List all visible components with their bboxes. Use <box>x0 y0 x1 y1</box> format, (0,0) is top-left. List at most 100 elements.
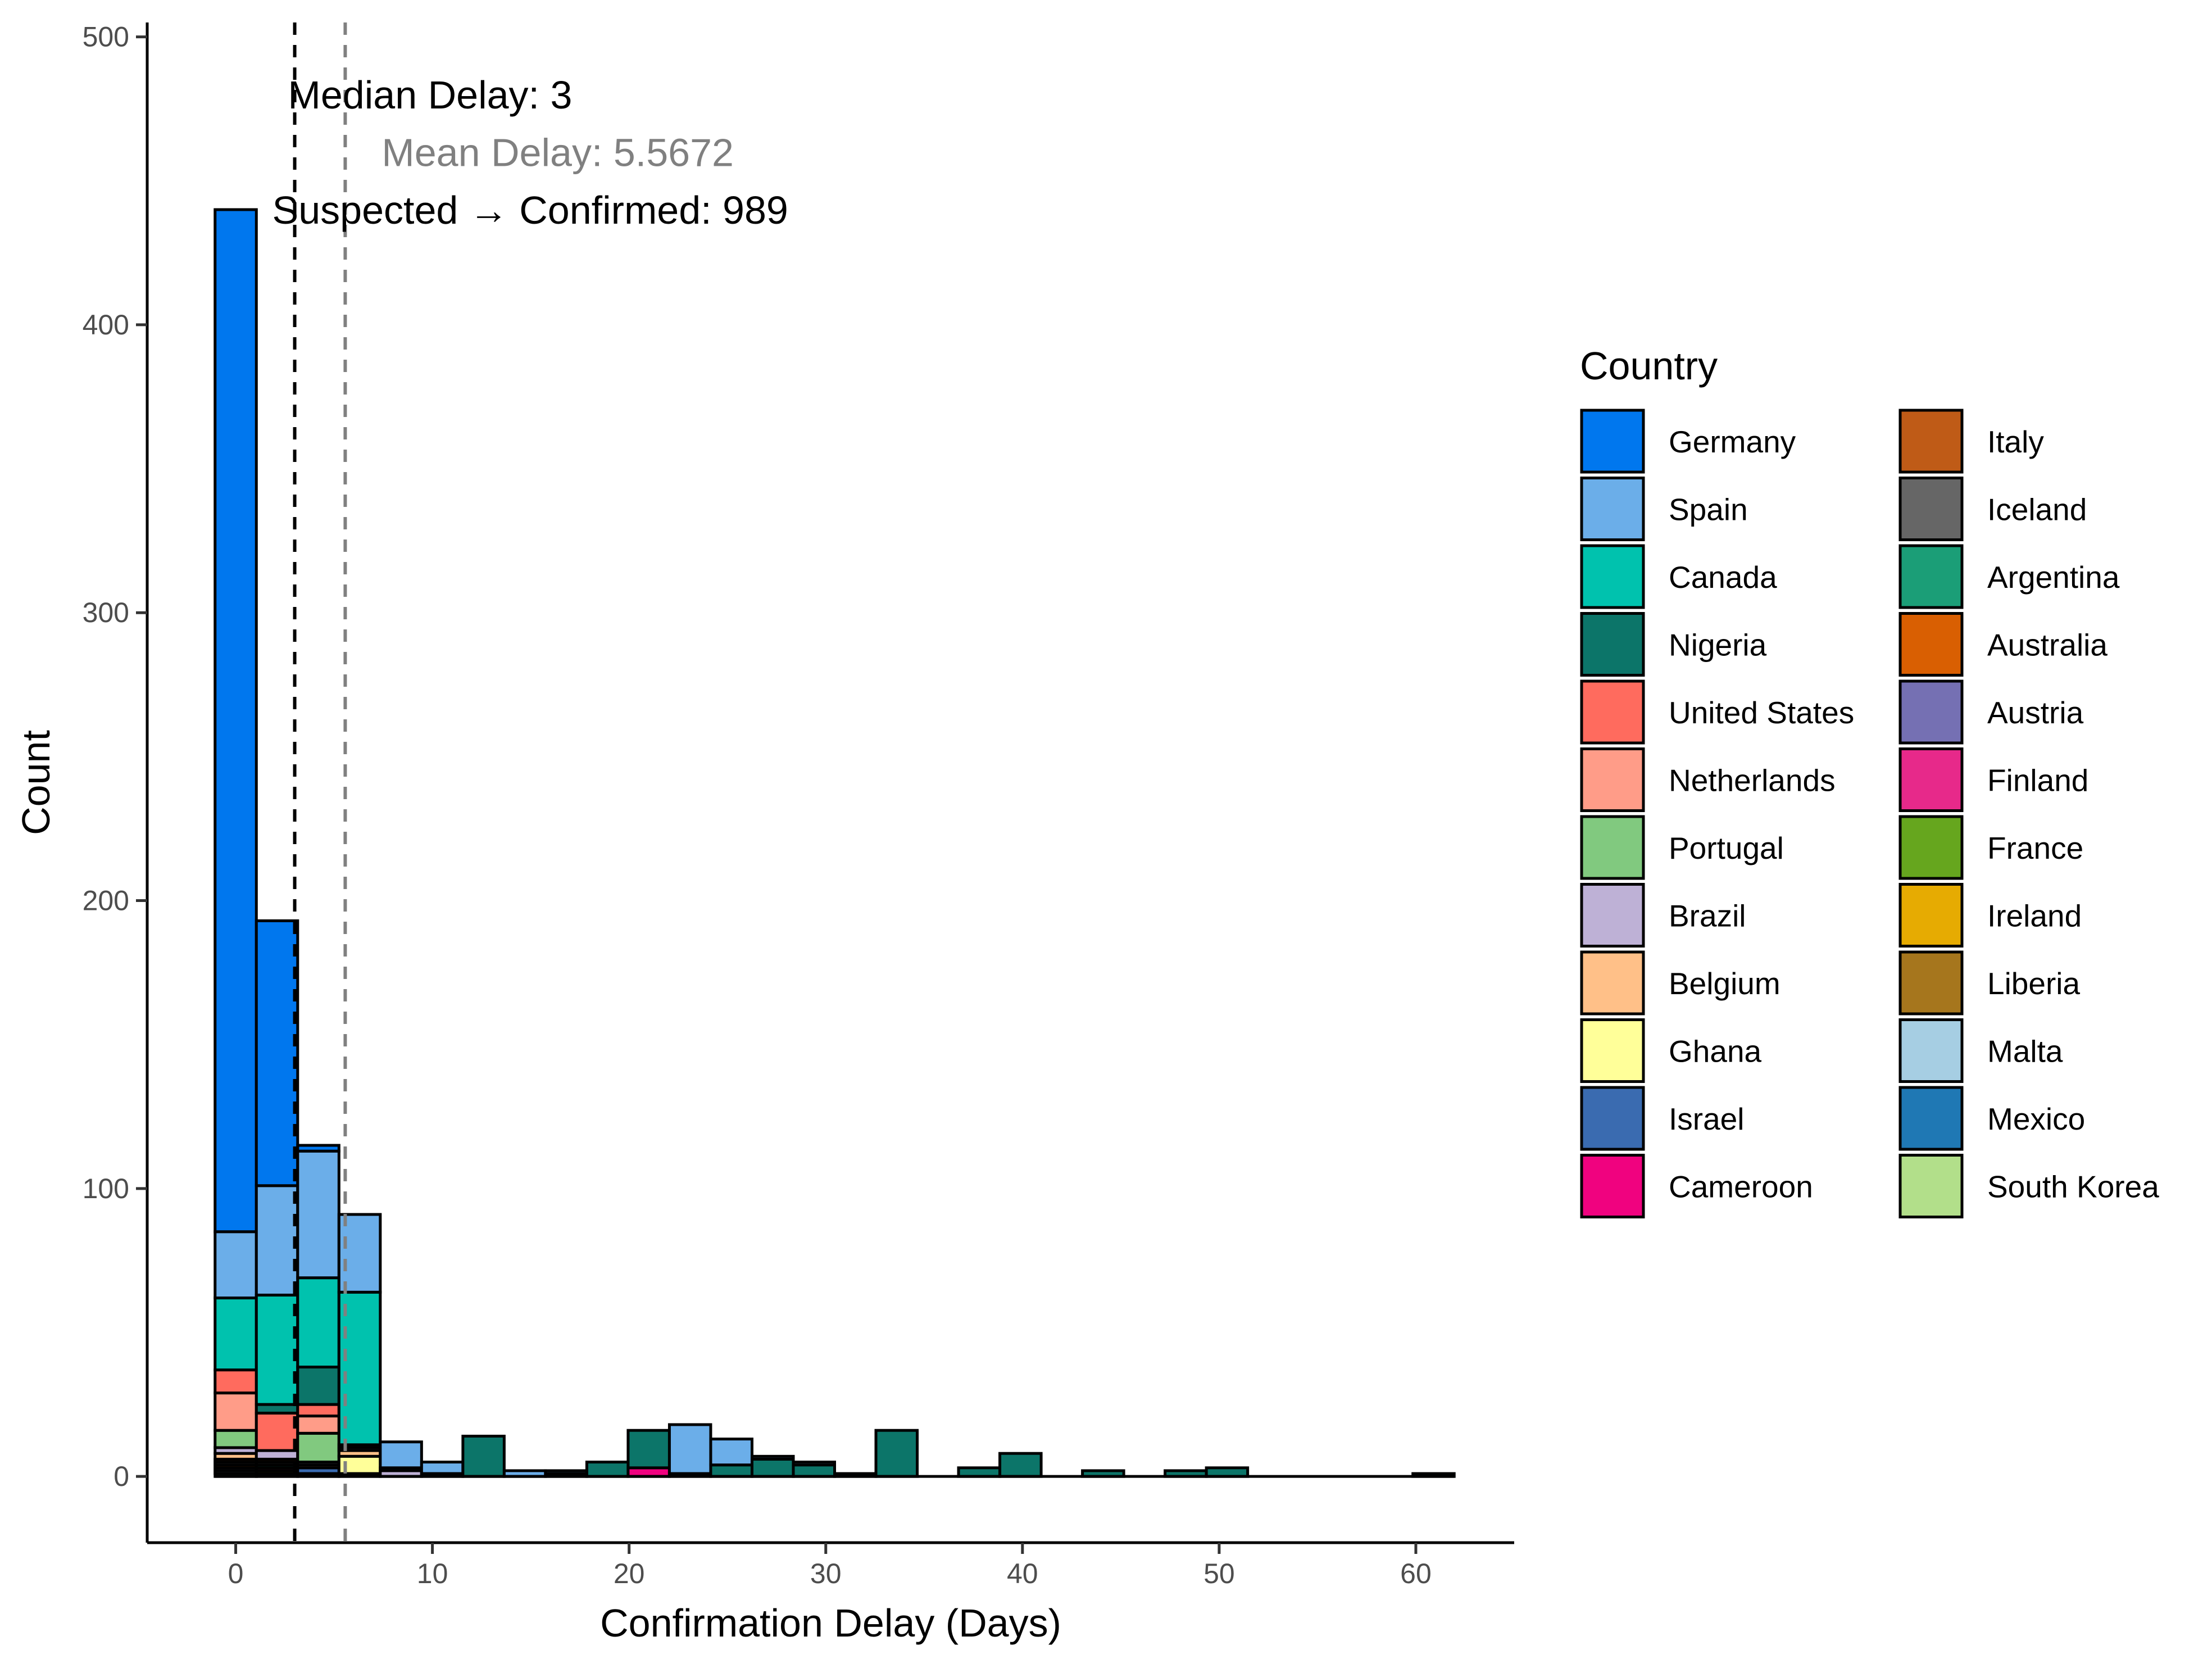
legend-swatch <box>1580 1018 1645 1083</box>
bar-segment <box>585 1461 630 1478</box>
x-tick-label: 30 <box>810 1558 842 1589</box>
bar-segment <box>255 919 299 1187</box>
bar-segment <box>544 1469 588 1475</box>
legend-label: Netherlands <box>1669 763 1836 798</box>
y-tick-label: 200 <box>83 885 129 917</box>
legend-swatch <box>1898 1018 1964 1083</box>
bar-segment <box>296 1365 340 1406</box>
legend-label: Belgium <box>1669 966 1780 1001</box>
legend-item: Brazil <box>1580 883 1746 948</box>
y-tick-label: 500 <box>83 21 129 53</box>
legend-item: Canada <box>1580 544 1777 609</box>
bar-segment <box>214 208 258 1234</box>
legend-swatch <box>1580 679 1645 745</box>
legend-label: Ireland <box>1987 899 2082 933</box>
bar-segment <box>255 1184 299 1297</box>
legend-label: Argentina <box>1987 560 2120 595</box>
legend-swatch <box>1580 544 1645 609</box>
legend-item: Mexico <box>1898 1086 2085 1151</box>
bar-segment <box>214 1429 258 1449</box>
annotations: Median Delay: 3 Mean Delay: 5.5672 Suspect… <box>272 73 788 232</box>
bar-segment <box>626 1429 671 1470</box>
legend-swatch <box>1580 747 1645 812</box>
x-tick-label: 40 <box>1007 1558 1038 1589</box>
legend-label: Austria <box>1987 695 2084 730</box>
legend-item: Australia <box>1898 612 2107 677</box>
legend-label: Iceland <box>1987 492 2087 527</box>
legend-swatch <box>1898 409 1964 474</box>
bar-segment <box>792 1463 837 1478</box>
legend: Country Germany Spain Canada Nigeria United … <box>1580 344 2159 1218</box>
mean-label: Mean Delay: 5.5672 <box>381 131 734 175</box>
bar-segment <box>750 1454 795 1461</box>
legend-swatch <box>1898 477 1964 541</box>
legend-swatch <box>1898 950 1964 1016</box>
y-tick-label: 300 <box>83 597 129 628</box>
bar-segment <box>214 1368 258 1395</box>
y-tick-label: 400 <box>83 309 129 341</box>
y-tick-label: 0 <box>113 1461 129 1492</box>
legend-swatch <box>1580 1154 1645 1218</box>
legend-title: Country <box>1580 344 1718 388</box>
bar-segment <box>296 1276 340 1368</box>
legend-label: Israel <box>1669 1102 1745 1136</box>
legend-label: Nigeria <box>1669 628 1767 663</box>
legend-label: Spain <box>1669 492 1748 527</box>
x-tick-label: 0 <box>228 1558 244 1589</box>
bar-segment <box>750 1457 795 1478</box>
legend-label: Liberia <box>1987 966 2081 1001</box>
legend-item: Austria <box>1898 679 2084 745</box>
bar-segment <box>296 1415 340 1435</box>
legend-swatch <box>1580 477 1645 541</box>
legend-label: Malta <box>1987 1034 2063 1069</box>
bar-segment <box>874 1429 919 1478</box>
legend-item: Belgium <box>1580 950 1780 1016</box>
y-axis-title: Count <box>14 730 58 835</box>
legend-swatch <box>1898 1154 1964 1218</box>
bar-segment <box>420 1461 465 1475</box>
bar-segment <box>792 1461 837 1467</box>
bar-segment <box>214 1230 258 1300</box>
bar-segment <box>296 1149 340 1280</box>
legend-swatch <box>1580 409 1645 474</box>
bar-segment <box>667 1423 712 1475</box>
legend-label: Finland <box>1987 763 2088 798</box>
bar-segment <box>709 1438 753 1467</box>
legend-item: Portugal <box>1580 815 1784 880</box>
legend-swatch <box>1898 747 1964 812</box>
legend-label: Ghana <box>1669 1034 1762 1069</box>
bar-segment <box>998 1452 1043 1478</box>
bar-segment <box>255 1411 299 1452</box>
legend-item: Spain <box>1580 477 1748 541</box>
bar-segment <box>709 1463 753 1478</box>
legend-swatch <box>1898 883 1964 948</box>
legend-label: Canada <box>1669 560 1777 595</box>
median-label: Median Delay: 3 <box>288 73 573 117</box>
legend-label: Portugal <box>1669 831 1784 865</box>
legend-item: Ireland <box>1898 883 2082 948</box>
legend-item: Italy <box>1898 409 2044 474</box>
x-tick-label: 20 <box>614 1558 645 1589</box>
legend-swatch <box>1580 815 1645 880</box>
legend-swatch <box>1898 679 1964 745</box>
bar-segment <box>255 1293 299 1406</box>
legend-swatch <box>1580 950 1645 1016</box>
legend-swatch <box>1580 612 1645 677</box>
legend-items: Germany Spain Canada Nigeria United States Ne… <box>1580 409 2159 1218</box>
legend-swatch <box>1898 1086 1964 1151</box>
bar-segment <box>214 1391 258 1432</box>
legend-item: Nigeria <box>1580 612 1767 677</box>
legend-label: Cameroon <box>1669 1170 1813 1204</box>
bar-segment <box>296 1403 340 1418</box>
bar-segment <box>379 1440 423 1470</box>
legend-swatch <box>1580 883 1645 948</box>
bar-segment <box>337 1213 382 1294</box>
x-axis-title: Confirmation Delay (Days) <box>600 1601 1061 1645</box>
legend-label: Brazil <box>1669 899 1746 933</box>
legend-item: Germany <box>1580 409 1796 474</box>
bar-segment <box>296 1431 340 1464</box>
bar-segment <box>214 1297 258 1372</box>
reference-lines <box>293 22 347 1543</box>
legend-item: France <box>1898 815 2083 880</box>
